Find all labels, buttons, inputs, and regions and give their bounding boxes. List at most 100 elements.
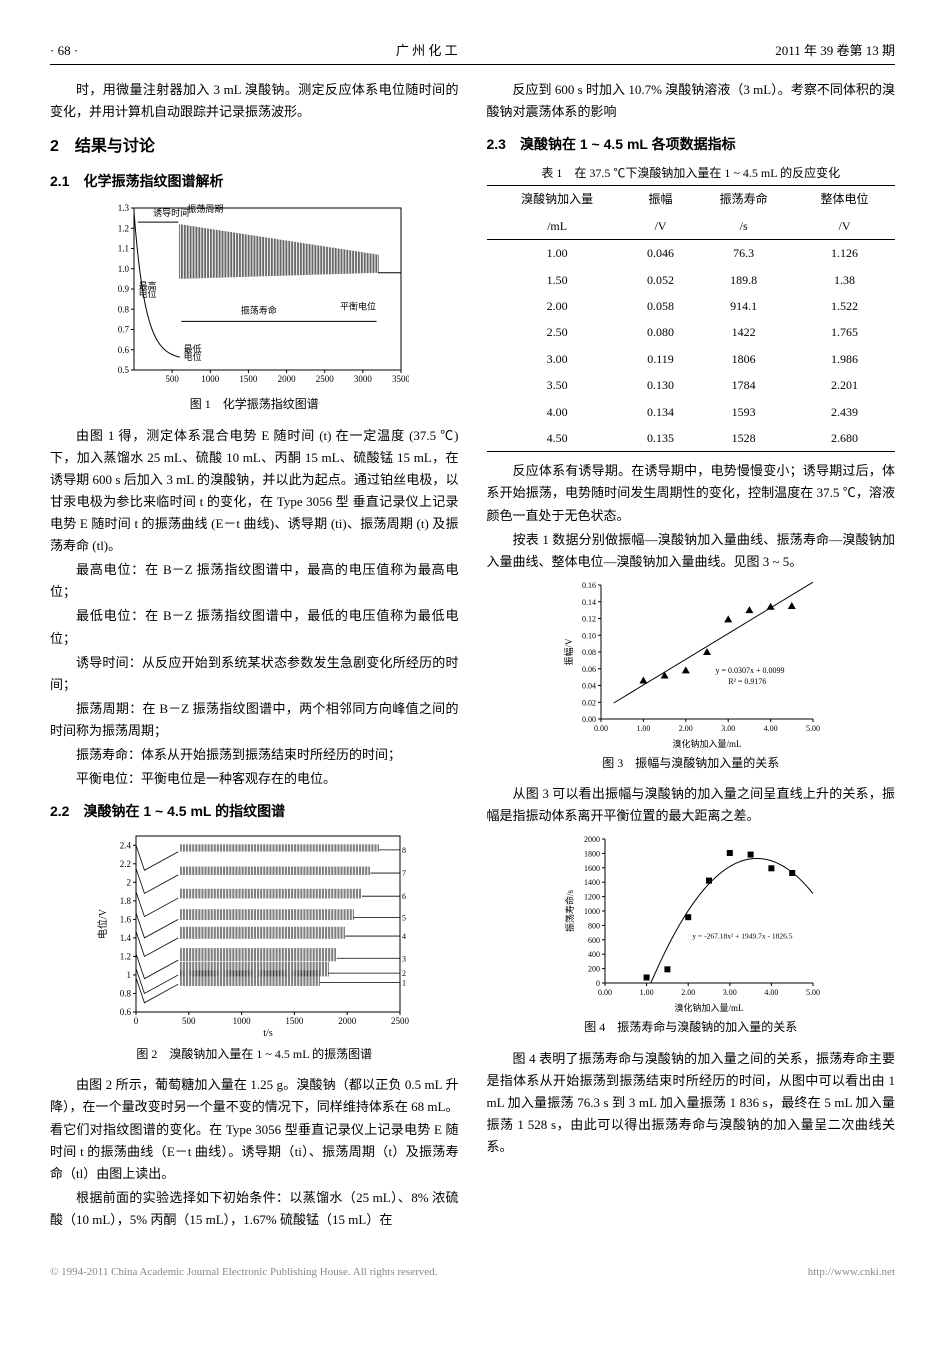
para-2: 最高电位：在 B－Z 振荡指纹图谱中，最高的电压值称为最高电位； — [50, 559, 459, 603]
svg-text:0.06: 0.06 — [582, 665, 596, 674]
table-cell: 1528 — [693, 425, 794, 452]
right-para-2: 按表 1 数据分别做振幅―溴酸钠加入量曲线、振荡寿命―溴酸钠加入量曲线、整体电位… — [487, 529, 896, 573]
svg-text:电位: 电位 — [139, 288, 157, 299]
svg-text:8: 8 — [402, 846, 406, 855]
svg-text:1400: 1400 — [584, 879, 600, 888]
table-cell: 2.201 — [794, 372, 895, 398]
svg-text:0.6: 0.6 — [120, 1007, 132, 1017]
svg-text:0.9: 0.9 — [118, 284, 130, 294]
svg-text:6: 6 — [402, 892, 406, 901]
th: /mL — [487, 213, 628, 240]
para-4: 诱导时间：从反应开始到系统某状态参数发生急剧变化所经历的时间； — [50, 652, 459, 696]
svg-text:1.00: 1.00 — [636, 724, 650, 733]
svg-text:1.8: 1.8 — [120, 896, 132, 906]
svg-text:0.5: 0.5 — [118, 365, 130, 375]
svg-text:2.00: 2.00 — [679, 724, 693, 733]
svg-text:500: 500 — [166, 374, 180, 384]
svg-text:3000: 3000 — [354, 374, 373, 384]
th: 振荡寿命 — [693, 186, 794, 213]
svg-text:0.8: 0.8 — [120, 988, 132, 998]
journal-title: 广 州 化 工 — [396, 40, 458, 62]
table-row: 3.000.11918061.986 — [487, 346, 896, 372]
right-para-4: 图 4 表明了振荡寿命与溴酸钠的加入量之间的关系，振荡寿命主要是指体系从开始振荡… — [487, 1048, 896, 1158]
svg-text:0.12: 0.12 — [582, 614, 596, 623]
svg-text:0.00: 0.00 — [582, 715, 596, 724]
svg-text:振幅/V: 振幅/V — [563, 638, 574, 666]
two-column-layout: 时，用微量注射器加入 3 mL 溴酸钠。测定反应体系电位随时间的变化，并用计算机… — [50, 79, 895, 1233]
table-cell: 0.058 — [628, 293, 694, 319]
section-2-heading: 2 结果与讨论 — [50, 133, 459, 160]
svg-text:电位: 电位 — [184, 351, 202, 362]
table-row: 3.500.13017842.201 — [487, 372, 896, 398]
table-cell: 1.126 — [794, 240, 895, 267]
svg-text:振荡寿命: 振荡寿命 — [241, 305, 277, 316]
svg-text:7: 7 — [402, 869, 406, 878]
svg-text:y = -267.18x² + 1949.7x - 1826: y = -267.18x² + 1949.7x - 1826.5 — [692, 932, 792, 941]
figure-4: 02004006008001000120014001600180020000.0… — [487, 833, 896, 1013]
table-cell: 0.130 — [628, 372, 694, 398]
svg-text:2500: 2500 — [316, 374, 335, 384]
svg-text:诱导时间: 诱导时间 — [153, 207, 189, 218]
page-footer: © 1994-2011 China Academic Journal Elect… — [50, 1263, 895, 1282]
para-7: 平衡电位：平衡电位是一种客观存在的电位。 — [50, 768, 459, 790]
intro-para: 时，用微量注射器加入 3 mL 溴酸钠。测定反应体系电位随时间的变化，并用计算机… — [50, 79, 459, 123]
th: 整体电位 — [794, 186, 895, 213]
left-column: 时，用微量注射器加入 3 mL 溴酸钠。测定反应体系电位随时间的变化，并用计算机… — [50, 79, 459, 1233]
svg-text:1.0: 1.0 — [118, 264, 130, 274]
svg-text:3500: 3500 — [392, 374, 409, 384]
svg-text:0.14: 0.14 — [582, 598, 596, 607]
table-cell: 1.50 — [487, 267, 628, 293]
table-row: 1.000.04676.31.126 — [487, 240, 896, 267]
th: /V — [628, 213, 694, 240]
table-cell: 1.522 — [794, 293, 895, 319]
table-1-caption: 表 1 在 37.5 ℃下溴酸钠加入量在 1 ~ 4.5 mL 的反应变化 — [487, 163, 896, 183]
svg-text:2: 2 — [402, 969, 406, 978]
svg-text:1.1: 1.1 — [118, 244, 129, 254]
svg-text:2: 2 — [127, 877, 132, 887]
svg-text:0.00: 0.00 — [598, 988, 612, 997]
svg-text:1500: 1500 — [286, 1016, 305, 1026]
right-column: 反应到 600 s 时加入 10.7% 溴酸钠溶液（3 mL）。考察不同体积的溴… — [487, 79, 896, 1233]
table-cell: 0.052 — [628, 267, 694, 293]
svg-text:2.4: 2.4 — [120, 840, 132, 850]
svg-text:5.00: 5.00 — [806, 724, 820, 733]
table-cell: 1.38 — [794, 267, 895, 293]
svg-text:0.08: 0.08 — [582, 648, 596, 657]
table-cell: 76.3 — [693, 240, 794, 267]
issue-info: 2011 年 39 卷第 13 期 — [775, 40, 895, 62]
svg-text:600: 600 — [588, 936, 600, 945]
table-header-row-1: 溴酸钠加入量 振幅 振荡寿命 整体电位 — [487, 186, 896, 213]
svg-text:1600: 1600 — [584, 864, 600, 873]
figure-2-caption: 图 2 溴酸钠加入量在 1 ~ 4.5 mL 的振荡图谱 — [50, 1044, 459, 1064]
right-para-3: 从图 3 可以看出振幅与溴酸钠的加入量之间呈直线上升的关系，振幅是指振动体系离开… — [487, 783, 896, 827]
svg-text:5.00: 5.00 — [806, 988, 820, 997]
svg-text:振荡周期: 振荡周期 — [188, 203, 224, 214]
table-cell: 2.00 — [487, 293, 628, 319]
right-top-para: 反应到 600 s 时加入 10.7% 溴酸钠溶液（3 mL）。考察不同体积的溴… — [487, 79, 896, 123]
svg-text:1.6: 1.6 — [120, 914, 132, 924]
svg-text:0: 0 — [134, 1016, 139, 1026]
svg-text:1000: 1000 — [202, 374, 221, 384]
table-cell: 4.00 — [487, 399, 628, 425]
table-cell: 1784 — [693, 372, 794, 398]
svg-text:2000: 2000 — [584, 835, 600, 844]
svg-text:0.6: 0.6 — [118, 345, 130, 355]
para-5: 振荡周期：在 B－Z 振荡指纹图谱中，两个相邻同方向峰值之间的时间称为振荡周期； — [50, 698, 459, 742]
table-1: 溴酸钠加入量 振幅 振荡寿命 整体电位 /mL /V /s /V 1.000.0… — [487, 185, 896, 452]
svg-text:1.2: 1.2 — [118, 224, 129, 234]
table-cell: 2.439 — [794, 399, 895, 425]
svg-text:800: 800 — [588, 922, 600, 931]
svg-text:0.04: 0.04 — [582, 681, 596, 690]
figure-4-caption: 图 4 振荡寿命与溴酸钠的加入量的关系 — [487, 1017, 896, 1037]
svg-text:3.00: 3.00 — [723, 988, 737, 997]
page-number: · 68 · — [50, 40, 78, 62]
para-8: 由图 2 所示，葡萄糖加入量在 1.25 g。溴酸钠（都以正负 0.5 mL 升… — [50, 1074, 459, 1184]
svg-text:平衡电位: 平衡电位 — [340, 301, 376, 312]
svg-text:4.00: 4.00 — [764, 988, 778, 997]
table-cell: 0.134 — [628, 399, 694, 425]
figure-3-caption: 图 3 振幅与溴酸钠加入量的关系 — [487, 753, 896, 773]
para-3: 最低电位：在 B－Z 振荡指纹图谱中，最低的电压值称为最低电位； — [50, 605, 459, 649]
svg-text:1500: 1500 — [240, 374, 259, 384]
svg-text:0.7: 0.7 — [118, 325, 130, 335]
table-cell: 1.765 — [794, 319, 895, 345]
